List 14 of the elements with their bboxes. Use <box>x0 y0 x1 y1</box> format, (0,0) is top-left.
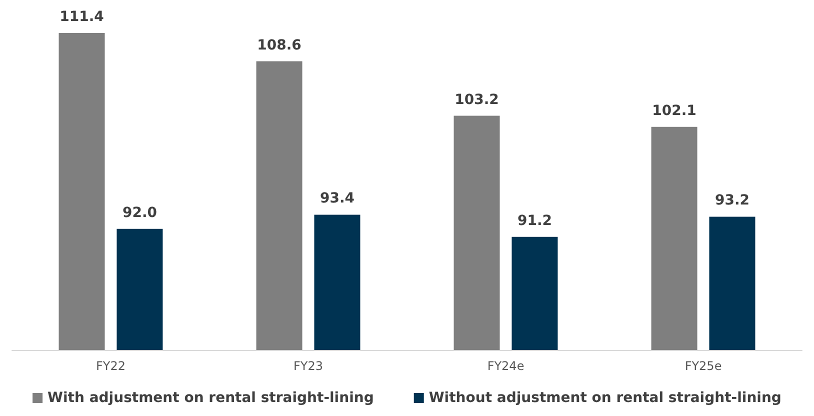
data-label: 102.1 <box>652 102 696 119</box>
data-label: 92.0 <box>122 204 158 221</box>
x-tick-label: FY22 <box>96 359 126 373</box>
data-label: 93.2 <box>714 192 750 209</box>
x-tick-label: FY23 <box>293 359 324 373</box>
x-tick-label: FY24e <box>487 359 524 373</box>
legend-label: With adjustment on rental straight-lining <box>48 390 374 406</box>
data-label: 103.2 <box>454 92 499 108</box>
data-label: 93.4 <box>320 190 355 207</box>
data-label: 91.2 <box>517 212 552 229</box>
data-label: 108.6 <box>257 37 302 54</box>
legend-label: Without adjustment on rental straight-lining <box>428 390 782 406</box>
data-label: 111.4 <box>60 9 104 25</box>
x-tick-label: FY25e <box>684 359 722 373</box>
